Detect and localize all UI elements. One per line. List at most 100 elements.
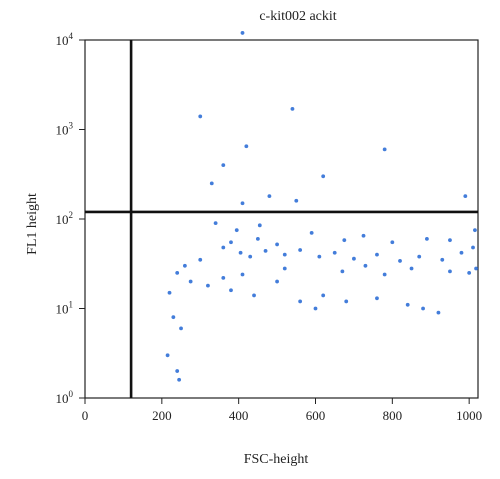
scatter-point	[290, 106, 295, 111]
scatter-point	[282, 266, 287, 271]
scatter-point	[248, 254, 253, 259]
scatter-point	[332, 250, 337, 255]
y-tick-label: 100	[56, 389, 74, 406]
y-tick-label: 101	[56, 300, 74, 317]
scatter-point	[471, 245, 475, 250]
scatter-point	[382, 147, 387, 152]
scatter-point	[198, 114, 203, 119]
scatter-point	[282, 252, 287, 257]
scatter-point	[352, 256, 356, 261]
plot-frame	[84, 39, 479, 399]
y-tick-label: 104	[56, 31, 74, 48]
y-tick-exponent: 0	[69, 389, 74, 399]
scatter-point	[221, 275, 226, 280]
gate-lines	[85, 40, 478, 398]
scatter-point	[238, 250, 243, 255]
scatter-point	[309, 230, 314, 235]
scatter-point	[342, 238, 347, 243]
scatter-point	[257, 223, 262, 228]
scatter-point	[234, 228, 239, 233]
x-tick-label: 800	[383, 408, 403, 423]
scatter-point	[405, 302, 410, 307]
y-axis-label: FL1 height	[25, 193, 40, 255]
scatter-points	[165, 31, 478, 382]
scatter-point	[321, 293, 326, 298]
scatter-point	[409, 266, 414, 271]
scatter-point	[171, 315, 176, 320]
y-tick-label: 102	[56, 210, 74, 227]
scatter-point	[436, 310, 441, 315]
scatter-point	[375, 252, 379, 257]
y-tick-base: 10	[56, 33, 69, 48]
scatter-point	[298, 248, 303, 252]
chart-title: c-kit002 ackit	[259, 9, 336, 24]
scatter-point	[252, 293, 256, 298]
scatter-point	[390, 240, 395, 245]
scatter-point	[198, 257, 203, 262]
scatter-point	[298, 299, 303, 304]
x-tick-label: 1000	[456, 408, 482, 423]
x-axis-ticks: 0 200 400 600 800 1000	[82, 398, 482, 423]
y-tick-exponent: 4	[69, 31, 74, 41]
scatter-point	[317, 254, 322, 259]
scatter-point	[188, 279, 193, 284]
x-axis-label: FSC-height	[244, 452, 309, 467]
scatter-point	[275, 242, 279, 247]
scatter-point	[363, 263, 368, 268]
scatter-point	[209, 181, 214, 186]
y-tick-base: 10	[56, 123, 69, 138]
x-tick-label: 0	[82, 408, 89, 423]
scatter-point	[294, 198, 299, 203]
scatter-point	[255, 236, 260, 241]
scatter-point	[167, 290, 172, 295]
scatter-point	[421, 306, 425, 311]
y-tick-base: 10	[56, 212, 69, 227]
scatter-point	[175, 369, 180, 373]
x-tick-label: 200	[152, 408, 172, 423]
scatter-point	[177, 377, 182, 382]
scatter-point	[467, 270, 472, 275]
y-tick-label: 103	[56, 121, 74, 138]
scatter-point	[240, 272, 245, 277]
scatter-point	[448, 238, 452, 243]
x-tick-label: 600	[306, 408, 326, 423]
y-tick-exponent: 3	[69, 121, 74, 131]
scatter-point	[417, 254, 422, 259]
scatter-point	[221, 245, 226, 250]
scatter-point	[179, 326, 183, 331]
scatter-point	[213, 221, 218, 225]
scatter-point	[463, 194, 468, 199]
y-tick-base: 10	[56, 302, 69, 317]
scatter-point	[275, 279, 279, 284]
x-tick-label: 400	[229, 408, 249, 423]
scatter-point	[267, 194, 272, 199]
scatter-point	[425, 236, 429, 241]
scatter-point	[340, 269, 345, 274]
scatter-point	[440, 257, 445, 262]
scatter-point	[165, 353, 170, 358]
scatter-point	[361, 233, 366, 238]
scatter-point	[221, 163, 226, 168]
scatter-point	[398, 259, 402, 263]
y-tick-exponent: 1	[69, 300, 74, 310]
scatter-point	[382, 272, 387, 277]
scatter-point	[473, 228, 477, 233]
scatter-point	[229, 288, 233, 293]
scatter-point	[344, 299, 349, 304]
y-tick-base: 10	[56, 391, 69, 406]
scatter-point	[175, 270, 180, 275]
scatter-point	[229, 240, 233, 245]
scatter-point	[240, 31, 245, 35]
scatter-point	[244, 144, 249, 149]
scatter-point	[474, 266, 478, 271]
scatter-point	[240, 201, 245, 206]
scatter-point	[459, 250, 464, 255]
scatter-point	[448, 269, 452, 274]
scatter-point	[313, 306, 318, 311]
y-tick-exponent: 2	[69, 210, 74, 220]
scatter-point	[263, 249, 268, 253]
scatter-point	[182, 263, 187, 268]
